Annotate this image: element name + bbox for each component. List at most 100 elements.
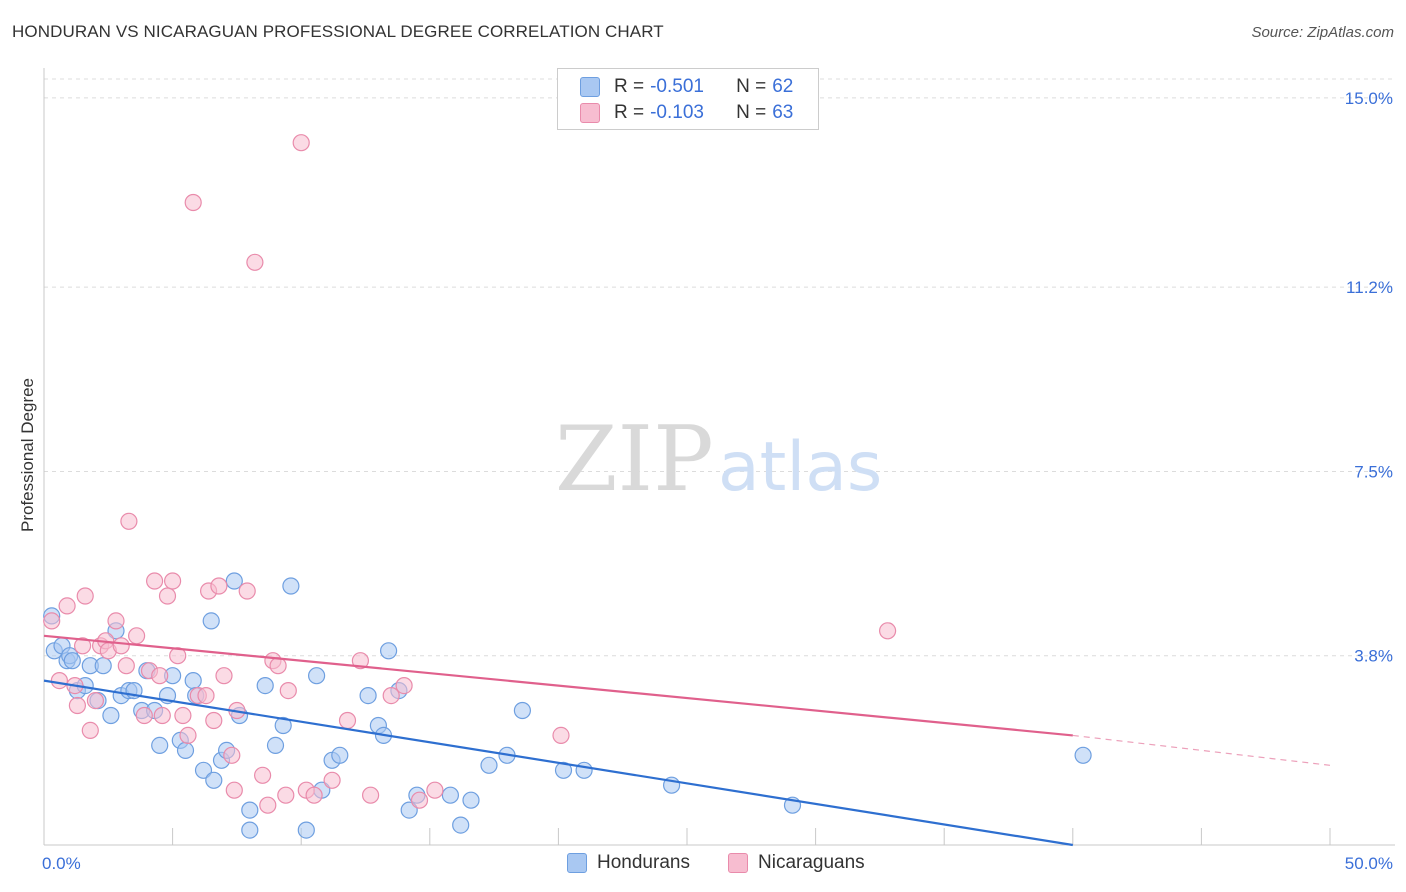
nicaraguan-point — [107, 612, 125, 630]
nicaraguan-point — [58, 597, 76, 615]
nicaraguan-point — [338, 711, 357, 730]
legend-label-nicaraguans: Nicaraguans — [758, 852, 865, 873]
legend-r-value: -0.501 — [650, 76, 704, 97]
nicaraguan-point — [279, 681, 297, 700]
honduran-point — [94, 657, 112, 675]
series-legend: Hondurans Nicaraguans — [0, 852, 1406, 876]
chart-title: HONDURAN VS NICARAGUAN PROFESSIONAL DEGR… — [12, 22, 664, 41]
honduran-point — [241, 801, 259, 819]
nicaraguan-point — [254, 766, 272, 784]
y-tick-label: 11.2% — [1346, 278, 1393, 297]
nicaraguan-point — [351, 652, 369, 670]
nicaraguan-point — [205, 711, 223, 730]
legend-r-label: R = — [614, 76, 645, 97]
nicaraguan-point — [146, 572, 164, 590]
source-label: Source: ZipAtlas.com — [1251, 24, 1394, 41]
honduran-point — [462, 791, 480, 809]
legend-n-label: N = — [736, 76, 767, 97]
honduran-point — [266, 736, 285, 755]
honduran-point — [205, 771, 223, 789]
nicaraguan-point — [197, 686, 215, 705]
nicaraguan-point — [120, 512, 138, 530]
y-tick-label: 15.0% — [1345, 89, 1393, 108]
nicaraguan-point — [50, 671, 69, 690]
nicaraguan-trend-extension — [1072, 734, 1331, 766]
grid-lines — [44, 78, 1395, 657]
watermark-zip: ZIP — [555, 407, 714, 512]
legend-r-label: R = — [614, 102, 645, 123]
watermark-atlas: atlas — [718, 428, 882, 507]
nicaraguan-point — [225, 781, 243, 799]
nicaraguan-point — [184, 193, 202, 212]
honduran-point — [202, 612, 220, 630]
y-tick-label: 3.8% — [1354, 647, 1393, 666]
trend-lines — [43, 634, 1331, 847]
honduran-point — [241, 821, 259, 839]
nicaraguan-point — [86, 691, 105, 710]
nicaraguan-point — [117, 657, 135, 675]
nicaraguan-point — [179, 726, 197, 745]
honduran-trend-line — [43, 679, 1073, 847]
nicaraguan-point — [81, 721, 99, 740]
legend-n-value: 63 — [772, 102, 794, 123]
nicaraguan-point — [135, 706, 153, 725]
nicaraguan-point — [552, 726, 570, 745]
honduran-point — [151, 736, 169, 755]
legend-item-hondurans: Hondurans — [567, 852, 690, 874]
nicaraguan-point — [151, 667, 169, 685]
nicaraguan-point — [174, 706, 192, 725]
x-tick-label-min: 0.0% — [42, 854, 81, 873]
legend-label-hondurans: Hondurans — [597, 852, 690, 873]
legend-row-hondurans: R = -0.501 N = 62 — [580, 74, 793, 100]
nicaraguan-trend-line — [43, 634, 1073, 737]
honduran-point — [63, 652, 81, 670]
nicaraguan-point — [210, 577, 228, 595]
legend-n-value: 62 — [772, 76, 794, 97]
honduran-point — [554, 761, 573, 779]
honduran-point — [102, 706, 120, 725]
legend-swatch-blue — [567, 853, 587, 873]
honduran-point — [194, 761, 213, 779]
honduran-point — [452, 816, 470, 834]
nicaraguan-point — [158, 587, 177, 605]
nicaraguan-point — [73, 637, 92, 655]
honduran-point — [1074, 746, 1092, 764]
nicaraguan-point — [112, 637, 130, 655]
legend-item-nicaraguans: Nicaraguans — [728, 852, 865, 874]
nicaraguan-point — [128, 627, 146, 645]
legend-n-label: N = — [736, 102, 767, 123]
nicaraguan-point — [238, 582, 256, 600]
honduran-point — [282, 577, 300, 595]
nicaraguan-point — [43, 612, 61, 630]
legend-r-value: -0.103 — [650, 102, 704, 123]
honduran-point — [256, 676, 274, 695]
legend-swatch-pink — [580, 103, 600, 123]
nicaraguan-point — [76, 587, 94, 605]
honduran-point — [441, 786, 459, 804]
nicaraguan-point — [164, 572, 182, 590]
honduran-point — [400, 801, 418, 819]
y-tick-label: 7.5% — [1354, 462, 1393, 481]
nicaraguan-point — [153, 706, 171, 725]
legend-row-nicaraguans: R = -0.103 N = 63 — [580, 100, 793, 126]
nicaraguan-point — [277, 786, 295, 804]
honduran-point — [176, 741, 195, 760]
honduran-point — [308, 667, 326, 685]
tick-labels: 3.8% 7.5% 11.2% 15.0% 0.0% 50.0% — [42, 89, 1393, 873]
nicaraguan-point — [292, 134, 310, 152]
nicaraguan-point — [426, 781, 444, 799]
legend-swatch-blue — [580, 77, 600, 97]
x-tick-label-max: 50.0% — [1345, 854, 1393, 873]
watermark: ZIP atlas — [555, 407, 882, 512]
honduran-point — [274, 716, 292, 735]
honduran-point — [513, 701, 532, 720]
honduran-point — [380, 642, 398, 660]
correlation-legend: R = -0.501 N = 62 R = -0.103 N = 63 — [557, 68, 819, 130]
nicaraguan-point — [323, 771, 341, 789]
nicaraguan-point — [362, 786, 380, 804]
nicaraguan-point — [878, 622, 897, 640]
honduran-point — [184, 671, 202, 690]
nicaraguan-point — [215, 667, 233, 685]
nicaraguan-point — [382, 686, 400, 705]
